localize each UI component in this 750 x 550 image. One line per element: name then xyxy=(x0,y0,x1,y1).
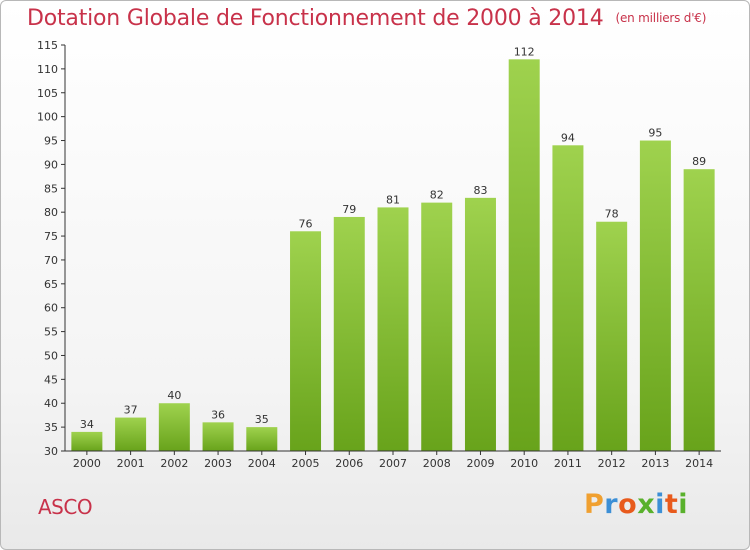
bar-2010 xyxy=(508,59,540,452)
bar-2013 xyxy=(639,140,671,451)
y-tick-label: 60 xyxy=(44,302,58,315)
y-tick-label: 100 xyxy=(37,111,58,124)
data-label-2009: 83 xyxy=(473,184,487,197)
y-tick-label: 55 xyxy=(44,326,58,339)
y-tick-label: 90 xyxy=(44,158,58,171)
x-tick-label-2008: 2008 xyxy=(423,457,451,470)
y-tick-label: 50 xyxy=(44,349,58,362)
data-label-2006: 79 xyxy=(342,203,356,216)
data-label-2004: 35 xyxy=(255,413,269,426)
bar-2000 xyxy=(71,431,103,451)
y-tick-label: 65 xyxy=(44,278,58,291)
bar-2012 xyxy=(596,221,628,451)
x-tick-label-2004: 2004 xyxy=(248,457,276,470)
chart-unit: (en milliers d'€) xyxy=(615,11,707,25)
x-tick-label-2003: 2003 xyxy=(204,457,232,470)
bar-2001 xyxy=(115,417,147,451)
x-tick-label-2005: 2005 xyxy=(292,457,320,470)
data-label-2011: 94 xyxy=(561,131,575,144)
bar-2014 xyxy=(683,169,715,451)
bar-2008 xyxy=(421,202,453,451)
chart-title: Dotation Globale de Fonctionnement de 20… xyxy=(27,6,706,31)
y-tick-label: 70 xyxy=(44,254,58,267)
x-tick-label-2010: 2010 xyxy=(510,457,538,470)
data-label-2007: 81 xyxy=(386,193,400,206)
x-tick-label-2001: 2001 xyxy=(117,457,145,470)
bar-2004 xyxy=(246,427,278,451)
bar-2003 xyxy=(202,422,234,451)
y-tick-label: 95 xyxy=(44,135,58,148)
logo-letter: i xyxy=(678,489,689,520)
x-tick-label-2007: 2007 xyxy=(379,457,407,470)
y-tick-label: 35 xyxy=(44,421,58,434)
y-tick-label: 80 xyxy=(44,206,58,219)
data-label-2010: 112 xyxy=(514,45,535,58)
bar-2009 xyxy=(464,197,496,451)
x-tick-label-2009: 2009 xyxy=(466,457,494,470)
y-tick-label: 30 xyxy=(44,445,58,458)
data-label-2003: 36 xyxy=(211,408,225,421)
logo-letter: P xyxy=(584,489,605,520)
chart-title-text: Dotation Globale de Fonctionnement de 20… xyxy=(27,6,604,31)
x-tick-label-2006: 2006 xyxy=(335,457,363,470)
data-label-2012: 78 xyxy=(605,208,619,221)
logo-letter: r xyxy=(604,489,619,520)
y-tick-label: 45 xyxy=(44,373,58,386)
x-tick-label-2000: 2000 xyxy=(73,457,101,470)
commune-name: ASCO xyxy=(38,495,93,519)
data-label-2014: 89 xyxy=(692,155,706,168)
proxiti-logo: Proxiti xyxy=(584,489,688,520)
y-tick-label: 40 xyxy=(44,397,58,410)
logo-letter: x xyxy=(637,489,656,520)
x-tick-label-2014: 2014 xyxy=(685,457,713,470)
y-tick-label: 110 xyxy=(37,63,58,76)
x-tick-label-2013: 2013 xyxy=(641,457,669,470)
x-tick-label-2012: 2012 xyxy=(598,457,626,470)
data-label-2001: 37 xyxy=(124,404,138,417)
y-tick-label: 115 xyxy=(37,39,58,52)
bar-2007 xyxy=(377,207,409,451)
logo-letter: i xyxy=(655,489,665,520)
logo-letter: t xyxy=(664,489,679,520)
data-label-2008: 82 xyxy=(430,189,444,202)
y-tick-label: 105 xyxy=(37,87,58,100)
data-label-2002: 40 xyxy=(167,389,181,402)
data-label-2005: 76 xyxy=(299,217,313,230)
data-label-2013: 95 xyxy=(648,127,662,140)
bar-2006 xyxy=(333,216,365,451)
bar-2002 xyxy=(158,403,190,451)
logo-letter: o xyxy=(618,489,638,520)
bar-2005 xyxy=(290,231,322,451)
bar-2011 xyxy=(552,145,584,451)
x-tick-label-2002: 2002 xyxy=(160,457,188,470)
y-tick-label: 85 xyxy=(44,182,58,195)
data-label-2000: 34 xyxy=(80,418,94,431)
y-tick-label: 75 xyxy=(44,230,58,243)
x-tick-label-2011: 2011 xyxy=(554,457,582,470)
